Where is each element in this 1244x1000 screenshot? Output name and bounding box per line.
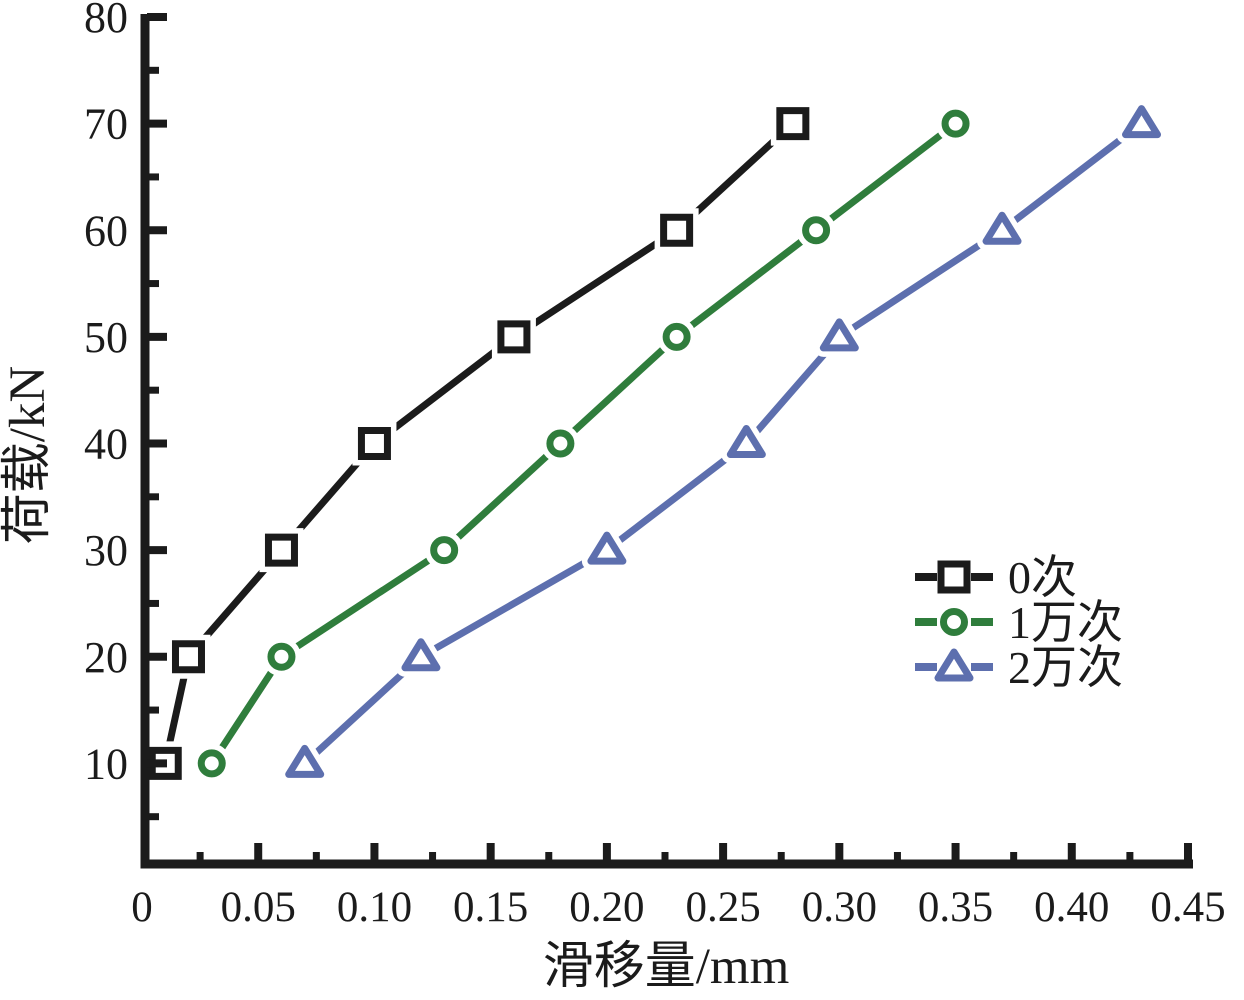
series-1-marker xyxy=(267,642,296,671)
series-0-marker xyxy=(264,533,298,567)
series-1-line xyxy=(208,120,958,766)
series-0-marker xyxy=(357,427,391,460)
x-tick-label: 0.30 xyxy=(802,884,877,931)
x-tick-label: 0.45 xyxy=(1150,884,1225,931)
y-tick-label: 80 xyxy=(84,0,128,42)
y-tick-label: 20 xyxy=(84,633,128,682)
series-2-marker xyxy=(285,744,325,778)
series-1-marker xyxy=(430,536,459,565)
legend-label: 0次 xyxy=(1008,552,1077,603)
legend-marker-circle xyxy=(940,608,968,636)
y-tick-label: 60 xyxy=(84,206,128,255)
series-1-marker xyxy=(662,322,691,351)
x-tick-label: 0.35 xyxy=(918,884,993,931)
series-0-marker xyxy=(497,320,531,354)
series-2-marker xyxy=(401,638,441,672)
x-axis-title: 滑移量/mm xyxy=(543,939,790,995)
series-2-marker xyxy=(982,211,1022,245)
legend-marker-triangle xyxy=(934,648,974,682)
x-tick-label: 0.10 xyxy=(337,884,412,931)
x-tick-label: 0.15 xyxy=(453,884,528,931)
series-2-marker xyxy=(726,425,766,458)
series-1-marker xyxy=(941,109,970,138)
legend-item: 2万次 xyxy=(915,642,1123,693)
y-tick-label: 50 xyxy=(84,313,128,362)
series-1-marker xyxy=(546,429,575,458)
y-tick-label: 10 xyxy=(84,739,128,788)
series-0-marker xyxy=(660,213,694,247)
y-axis-title: 荷载/kN xyxy=(0,366,56,545)
x-tick-label: 0 xyxy=(131,884,153,931)
x-tick-label: 0.40 xyxy=(1034,884,1109,931)
legend-marker-square xyxy=(937,560,971,594)
series-0-line xyxy=(161,121,796,765)
x-tick-label: 0.25 xyxy=(685,884,760,931)
x-tick-label: 0.20 xyxy=(569,884,644,931)
y-tick-label: 30 xyxy=(84,526,128,575)
legend-item: 1万次 xyxy=(915,597,1123,648)
series-2-marker xyxy=(819,318,859,352)
legend-label: 2万次 xyxy=(1008,642,1123,693)
y-tick-label: 70 xyxy=(84,100,128,149)
series-2-marker xyxy=(1122,105,1162,139)
legend-label: 1万次 xyxy=(1008,597,1123,648)
x-tick-label: 0.05 xyxy=(221,884,296,931)
series-0-marker xyxy=(776,107,810,141)
series-1-marker xyxy=(802,216,831,245)
series-1-marker xyxy=(197,749,226,778)
legend-item: 0次 xyxy=(915,552,1077,603)
series-2-marker xyxy=(587,531,627,565)
y-tick-label: 40 xyxy=(84,420,128,469)
series-0-marker xyxy=(171,640,205,674)
